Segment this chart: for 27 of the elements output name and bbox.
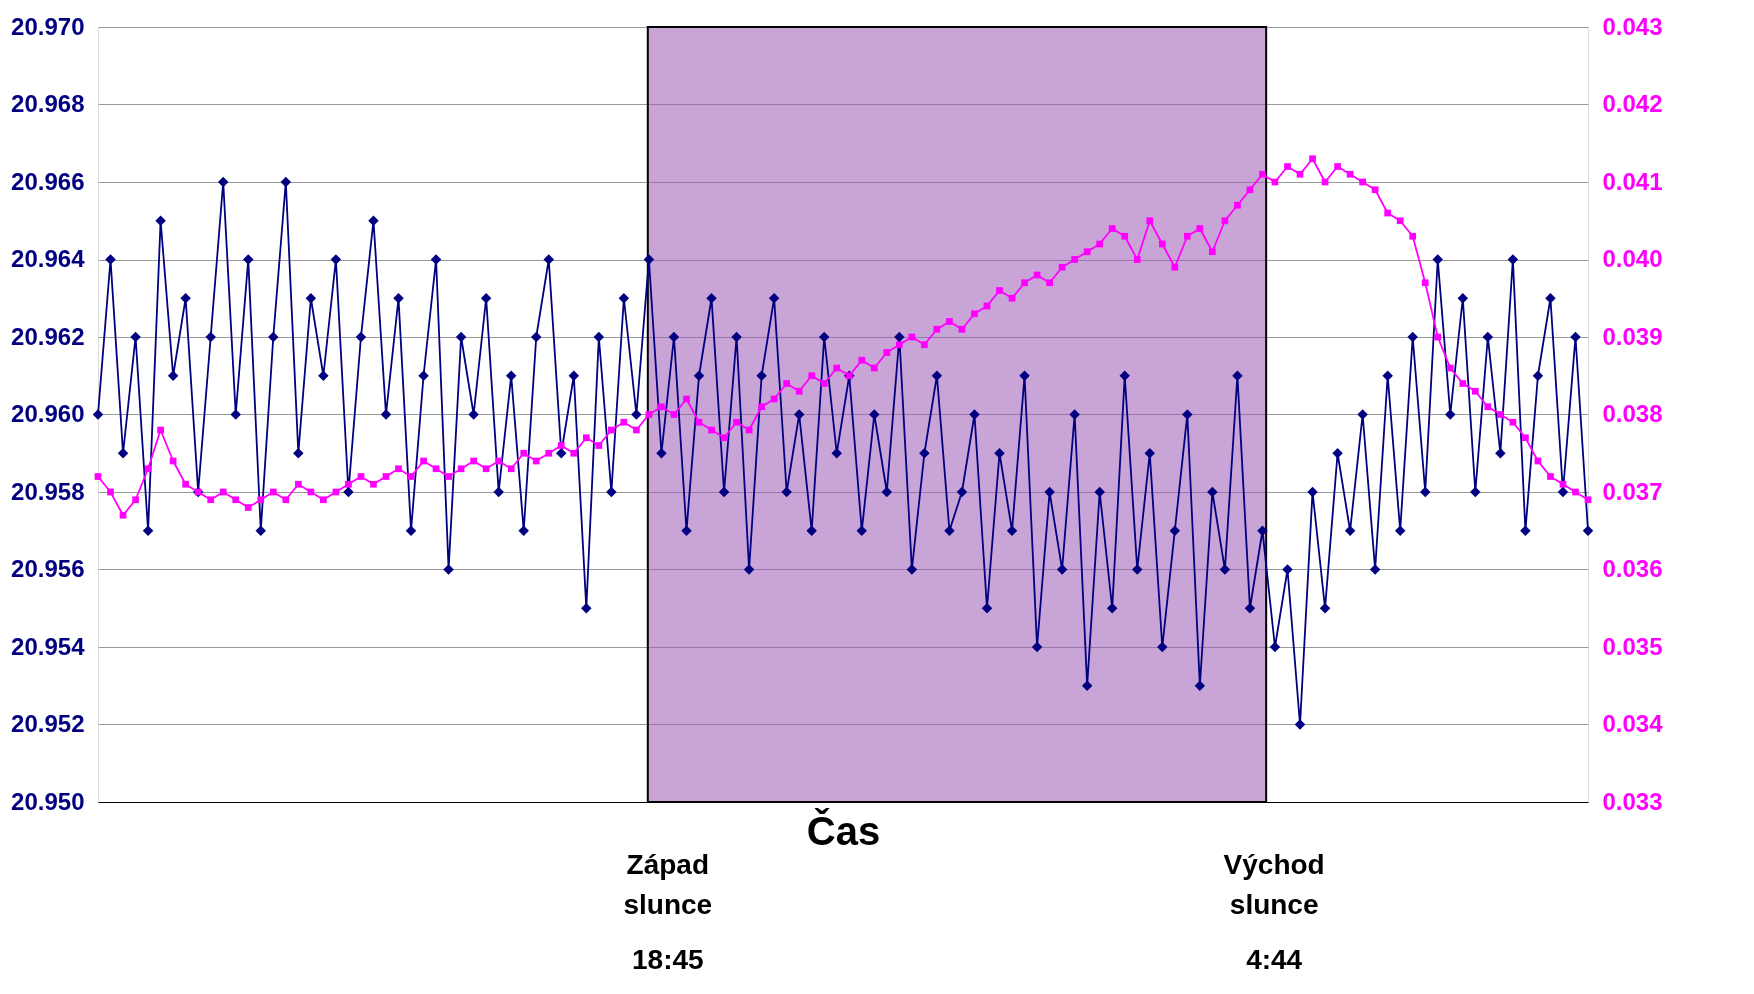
y2-tick-label: 0.034 xyxy=(1602,710,1664,737)
y2-tick-label: 0.037 xyxy=(1602,477,1663,505)
y-tick-label: 20.962 xyxy=(11,322,85,350)
y-tick-label: 20.960 xyxy=(11,400,85,427)
y2-tick-label: 0.033 xyxy=(1602,787,1663,815)
y-tick-label: 20.956 xyxy=(11,555,85,582)
y2-tick-label: 0.036 xyxy=(1602,555,1663,582)
y2-tick-label: 0.043 xyxy=(1602,12,1663,40)
y-tick-label: 20.968 xyxy=(11,90,85,117)
text: 4:44 xyxy=(1246,944,1303,975)
y-tick-label: 20.964 xyxy=(11,245,86,272)
text: Západ slunce xyxy=(623,849,713,920)
y2-tick-label: 0.041 xyxy=(1602,167,1663,195)
x-axis-title: Čas xyxy=(806,807,881,853)
y2-tick-label: 0.040 xyxy=(1602,245,1663,272)
y2-tick-label: 0.035 xyxy=(1602,632,1663,660)
y-tick-label: 20.966 xyxy=(11,167,85,195)
y-tick-label: 20.954 xyxy=(11,632,86,660)
y-tick-label: 20.970 xyxy=(11,12,85,40)
text: Východ slunce xyxy=(1223,849,1325,920)
text: 18:45 xyxy=(632,944,704,975)
y2-tick-label: 0.042 xyxy=(1602,90,1663,117)
y2-tick-label: 0.039 xyxy=(1602,322,1663,350)
y-tick-label: 20.958 xyxy=(11,477,85,505)
y2-tick-label: 0.038 xyxy=(1602,400,1663,427)
y-tick-label: 20.952 xyxy=(11,710,85,737)
y-tick-label: 20.950 xyxy=(11,787,85,815)
